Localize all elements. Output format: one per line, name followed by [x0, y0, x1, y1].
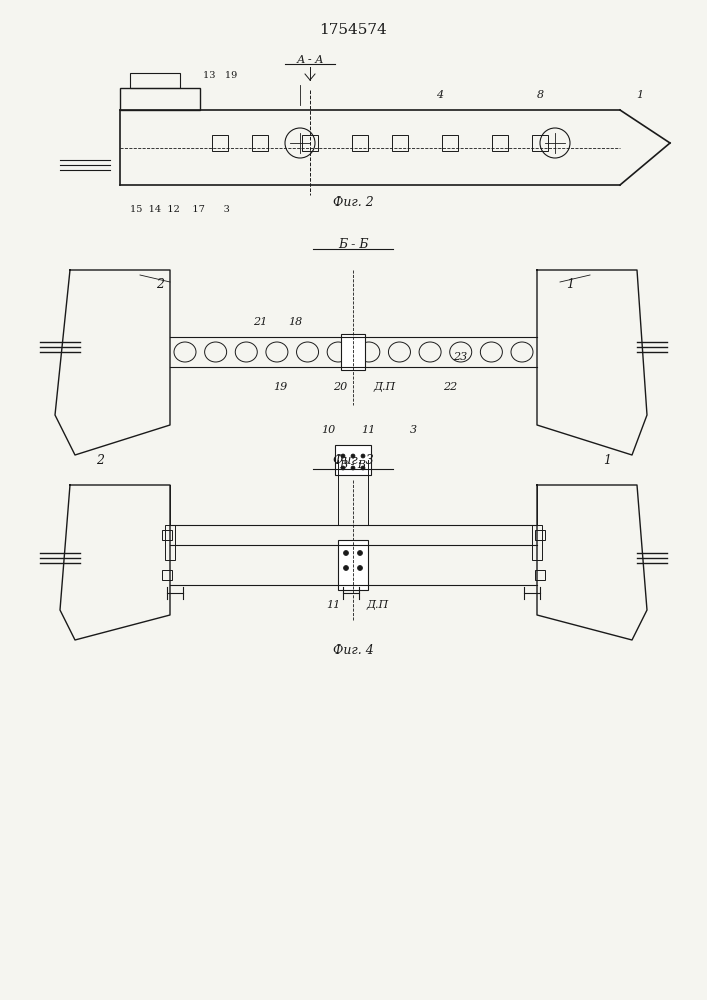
Text: 21: 21 [253, 317, 267, 327]
Circle shape [344, 550, 349, 556]
Bar [252, 135, 268, 151]
Circle shape [358, 566, 363, 570]
Text: 22: 22 [443, 382, 457, 392]
Bar [352, 135, 368, 151]
Text: 11: 11 [361, 425, 375, 435]
Bar [338, 540, 368, 590]
Text: Фиг. 3: Фиг. 3 [332, 454, 373, 466]
Text: 10: 10 [321, 425, 335, 435]
Bar [162, 570, 172, 580]
Bar [532, 135, 548, 151]
Bar [162, 530, 172, 540]
Circle shape [341, 454, 345, 458]
Bar [442, 135, 458, 151]
Text: 11: 11 [326, 600, 340, 610]
Bar [392, 135, 408, 151]
Circle shape [361, 466, 365, 470]
Text: 3: 3 [409, 425, 416, 435]
Bar [335, 445, 371, 475]
Text: 18: 18 [288, 317, 302, 327]
Circle shape [351, 466, 355, 470]
Bar [535, 570, 545, 580]
Text: 2: 2 [96, 454, 104, 466]
Bar [120, 88, 200, 110]
Circle shape [351, 454, 355, 458]
Text: 23: 23 [453, 352, 467, 362]
Circle shape [361, 454, 365, 458]
Text: Б - Б: Б - Б [338, 238, 368, 251]
Bar [492, 135, 508, 151]
Text: 8: 8 [537, 90, 544, 100]
Text: 13   19: 13 19 [203, 70, 237, 80]
Text: 1: 1 [603, 454, 611, 466]
Text: В - В: В - В [339, 460, 366, 470]
Text: Д.П: Д.П [374, 382, 396, 392]
Text: 1: 1 [566, 278, 574, 292]
Bar [532, 525, 542, 560]
Text: Фиг. 4: Фиг. 4 [332, 644, 373, 656]
Text: 20: 20 [333, 382, 347, 392]
Text: 4: 4 [436, 90, 443, 100]
Bar [130, 73, 180, 88]
Text: Д.П: Д.П [367, 600, 389, 610]
Circle shape [358, 550, 363, 556]
Text: 1754574: 1754574 [319, 23, 387, 37]
Text: 1: 1 [636, 90, 643, 100]
Bar [341, 334, 365, 370]
Text: А - А: А - А [296, 55, 324, 65]
Bar [212, 135, 228, 151]
Circle shape [344, 566, 349, 570]
Bar [535, 530, 545, 540]
Text: 15  14  12    17      3: 15 14 12 17 3 [130, 206, 230, 215]
Text: 19: 19 [273, 382, 287, 392]
Circle shape [341, 466, 345, 470]
Bar [302, 135, 318, 151]
Bar [165, 525, 175, 560]
Text: Фиг. 2: Фиг. 2 [332, 196, 373, 210]
Text: 2: 2 [156, 278, 164, 292]
